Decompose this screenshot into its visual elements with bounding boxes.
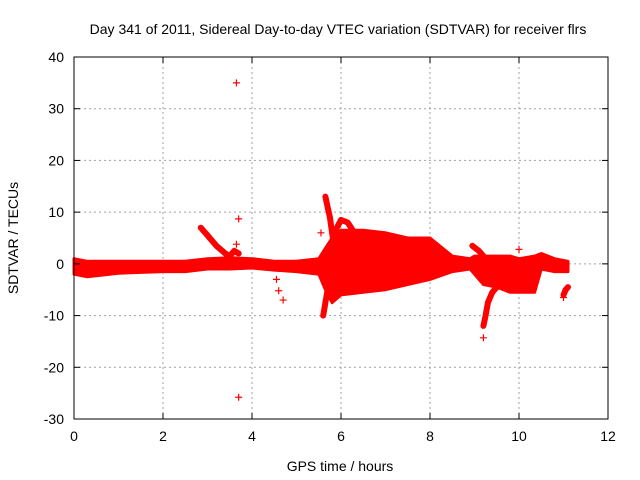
x-tick-label: 10	[511, 428, 527, 444]
y-tick-label: 0	[56, 256, 64, 272]
data-arc	[480, 284, 500, 329]
data-point-outlier	[272, 275, 280, 283]
data-points	[72, 79, 571, 401]
data-arc	[560, 284, 571, 298]
data-arc	[469, 242, 491, 265]
data-point-outlier	[235, 393, 243, 401]
data-arc	[226, 247, 242, 260]
y-tick-label: -20	[44, 359, 64, 375]
y-tick-label: 10	[48, 204, 64, 220]
data-arc	[197, 224, 233, 260]
data-point-outlier	[479, 334, 487, 342]
x-tick-label: 4	[248, 428, 256, 444]
y-axis-label: SDTVAR / TECUs	[5, 182, 21, 294]
data-point-outlier	[275, 287, 283, 295]
x-tick-label: 6	[337, 428, 345, 444]
data-arc	[320, 276, 336, 319]
x-axis-label: GPS time / hours	[287, 458, 394, 474]
data-point-outlier	[232, 79, 240, 87]
y-tick-label: -10	[44, 308, 64, 324]
y-tick-label: -30	[44, 411, 64, 427]
x-tick-label: 2	[159, 428, 167, 444]
data-point-outlier	[560, 293, 567, 301]
data-arc	[322, 193, 338, 252]
data-point-outlier	[317, 229, 325, 237]
x-tick-labels: 0 2 4 6 8 10 12	[70, 428, 616, 444]
chart-title: Day 341 of 2011, Sidereal Day-to-day VTE…	[90, 21, 587, 37]
data-point-outlier	[279, 296, 287, 304]
axis-ticks	[73, 56, 609, 420]
x-tick-label: 12	[600, 428, 616, 444]
y-tick-label: 20	[48, 152, 64, 168]
data-point-outlier	[232, 240, 240, 248]
data-arc	[331, 216, 358, 236]
y-tick-label: 30	[48, 101, 64, 117]
y-tick-label: 40	[48, 49, 64, 65]
y-tick-labels: -30 -20 -10 0 10 20 30 40	[44, 49, 64, 427]
data-point-outlier	[515, 245, 523, 253]
data-band	[72, 228, 570, 305]
x-tick-label: 0	[70, 428, 78, 444]
data-point-outlier	[235, 215, 243, 223]
x-tick-label: 8	[426, 428, 434, 444]
